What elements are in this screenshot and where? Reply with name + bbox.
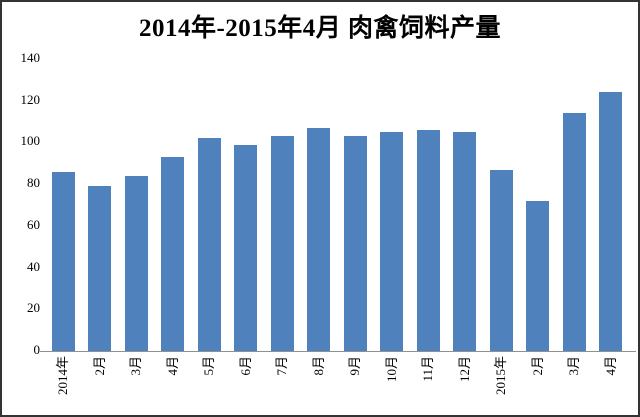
bar-12-12月: [453, 132, 476, 351]
bar-13-2015年: [490, 170, 513, 351]
plot-area: [45, 59, 629, 351]
x-axis-label: 2014年: [55, 356, 70, 396]
x-axis-label: 10月: [384, 356, 399, 383]
y-axis-tick-label: 60: [27, 217, 40, 232]
bar-3-3月: [125, 176, 148, 351]
bar-1-2014年: [52, 172, 75, 351]
bar-5-5月: [198, 138, 221, 351]
bar-10-10月: [380, 132, 403, 351]
x-axis-label: 2月: [530, 356, 545, 376]
x-axis-label: 12月: [457, 356, 472, 383]
bar-9-9月: [344, 136, 367, 351]
x-axis-label: 11月: [420, 356, 435, 382]
y-axis-tick-label: 20: [27, 300, 40, 315]
y-axis-tick-label: 100: [20, 133, 41, 148]
x-axis-label: 6月: [238, 356, 253, 376]
x-axis-label: 9月: [347, 356, 362, 376]
y-axis-tick-label: 40: [27, 259, 40, 274]
x-axis-label: 4月: [165, 356, 180, 376]
bar-4-4月: [161, 157, 184, 351]
x-axis-label: 2015年: [493, 356, 508, 396]
x-axis-label: 8月: [311, 356, 326, 376]
bar-16-4月: [599, 92, 622, 351]
y-axis-tick-label: 0: [33, 342, 41, 357]
y-axis-tick-label: 80: [27, 175, 40, 190]
bar-15-3月: [563, 113, 586, 351]
y-axis-tick-label: 120: [20, 92, 41, 107]
x-axis-label: 2月: [92, 356, 107, 376]
bar-7-7月: [271, 136, 294, 351]
x-axis-line: [40, 351, 636, 352]
chart-title: 2014年-2015年4月 肉禽饲料产量: [138, 15, 502, 42]
x-axis-label: 7月: [274, 356, 289, 376]
x-axis-label: 3月: [128, 356, 143, 376]
bar-14-2月: [526, 201, 549, 351]
bar-6-6月: [234, 145, 257, 351]
bar-11-11月: [417, 130, 440, 351]
bar-2-2月: [88, 186, 111, 351]
bar-8-8月: [307, 128, 330, 351]
y-axis-tick-label: 140: [20, 50, 41, 65]
x-axis-label: 3月: [566, 356, 581, 376]
x-axis-label: 5月: [201, 356, 216, 376]
x-axis-label: 4月: [603, 356, 618, 376]
